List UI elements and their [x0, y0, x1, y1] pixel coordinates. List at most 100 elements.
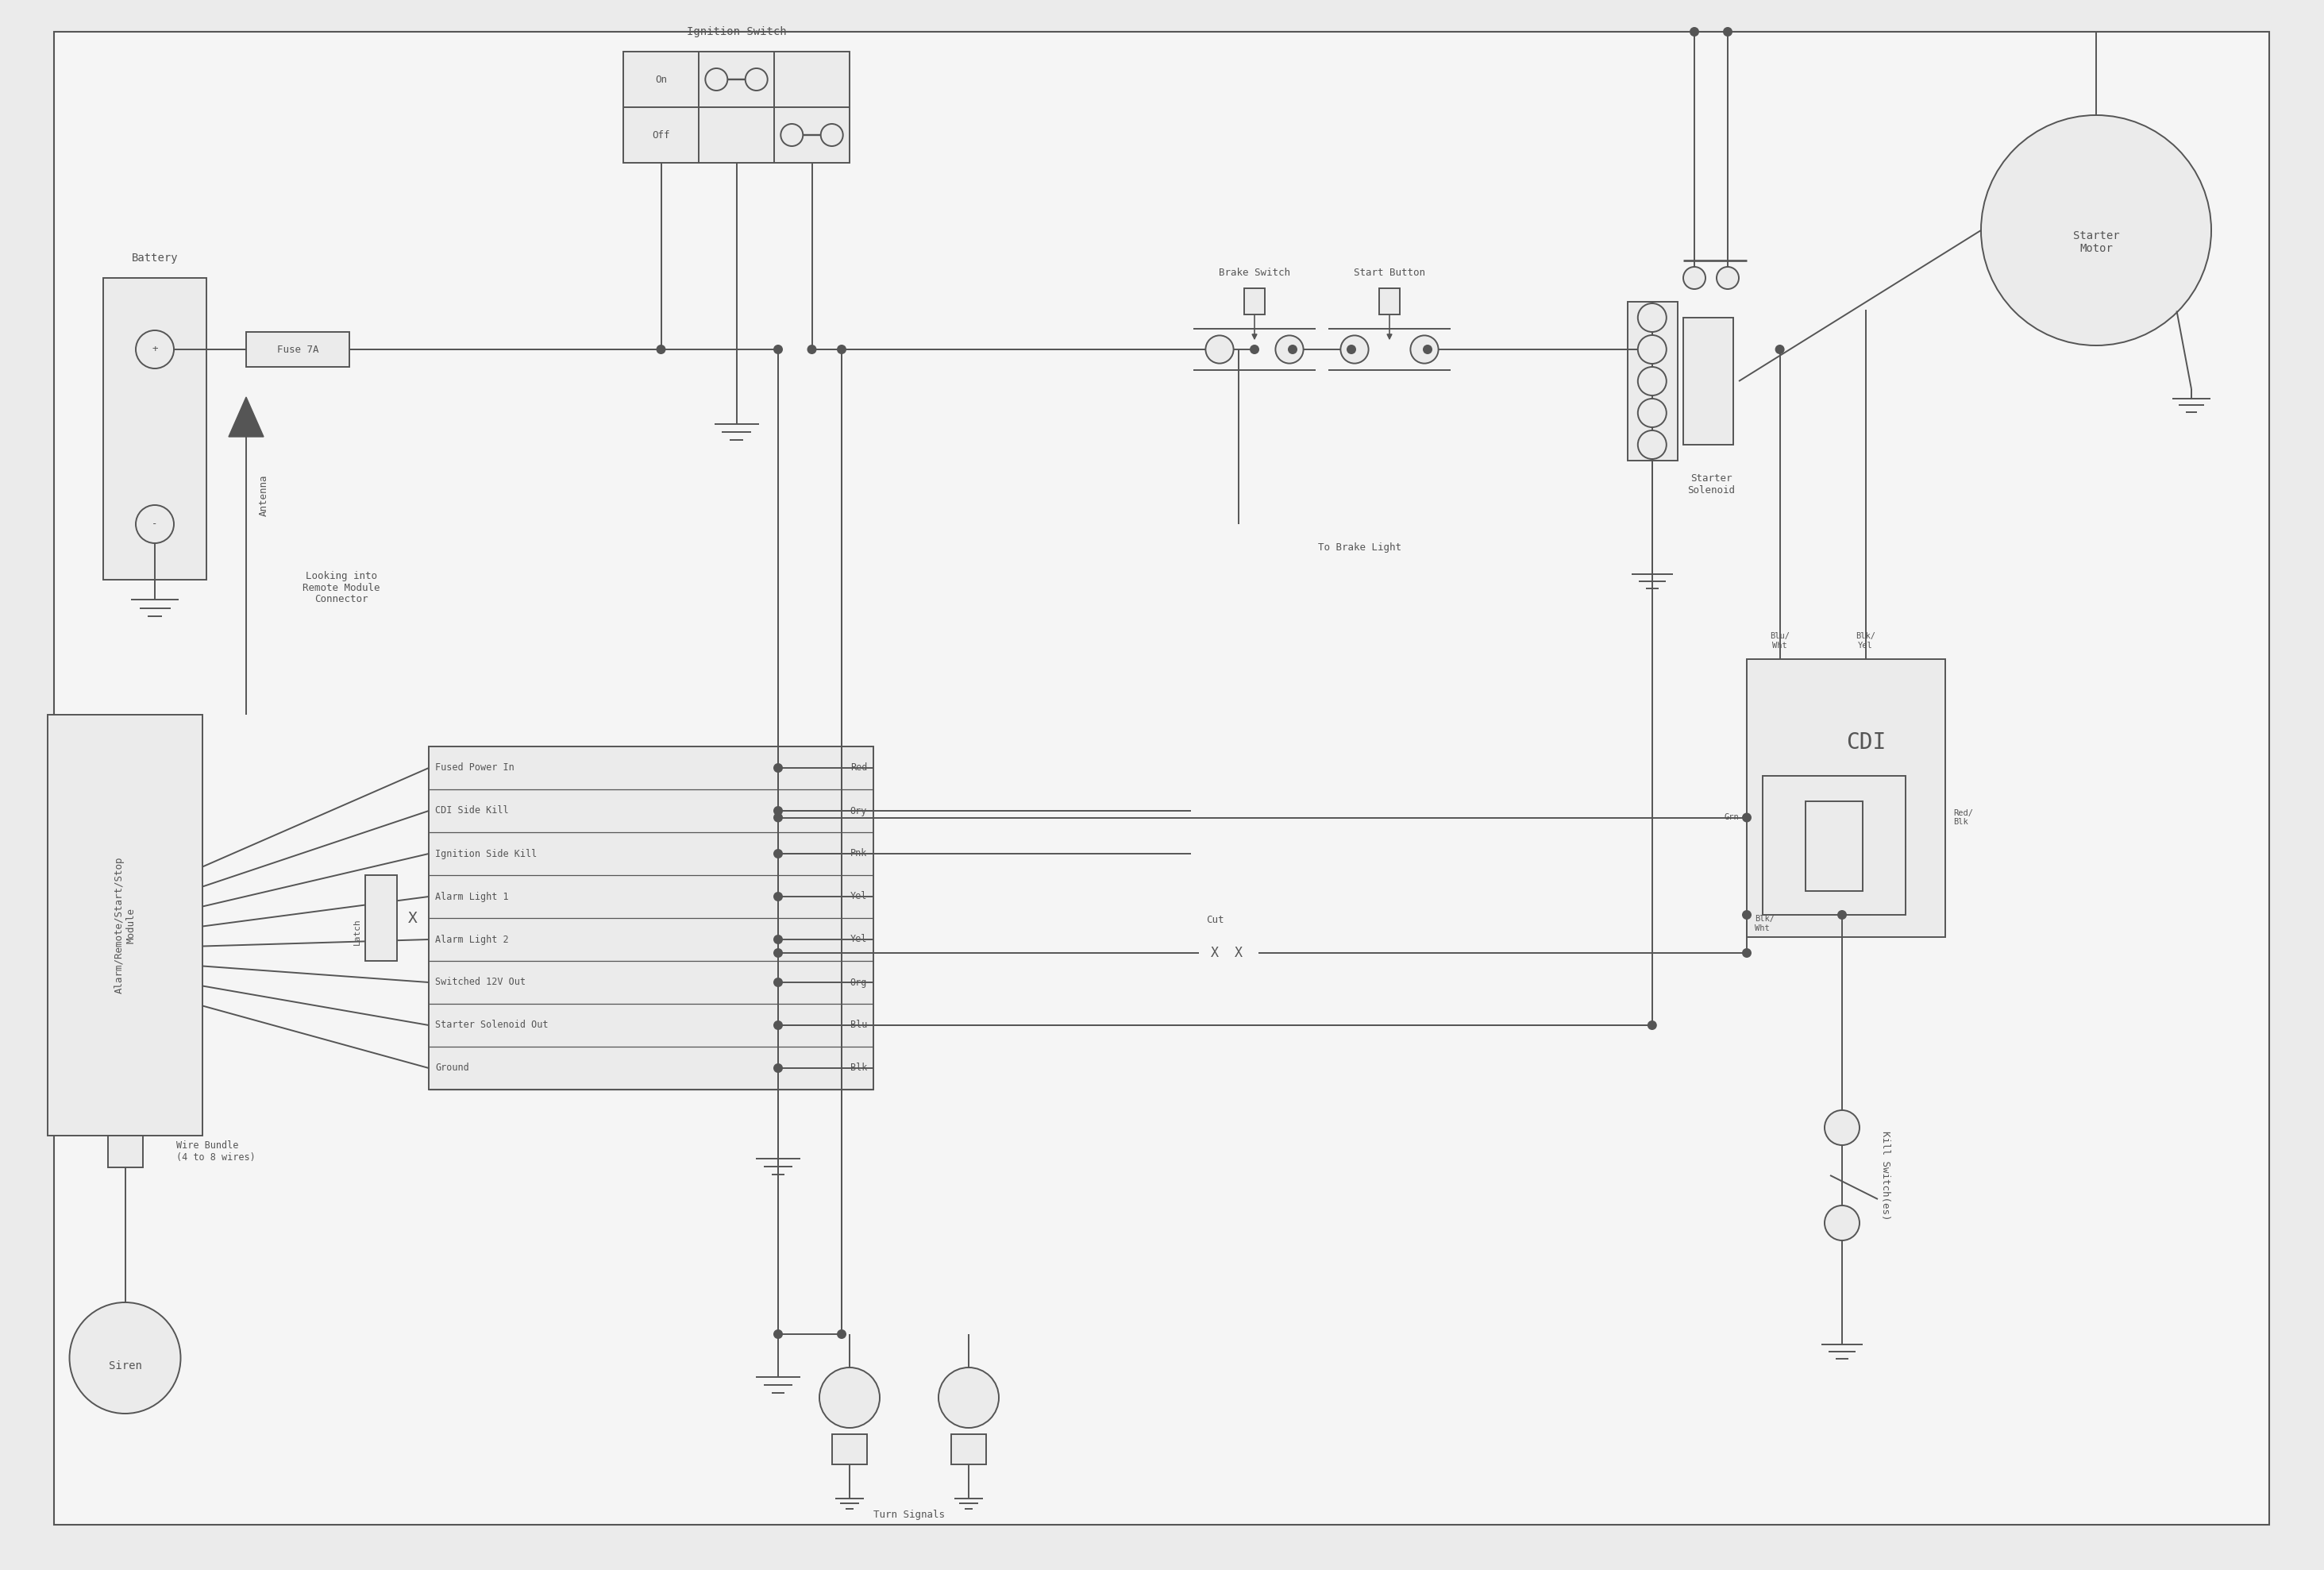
Circle shape [1346, 345, 1357, 355]
Circle shape [1743, 948, 1752, 958]
Text: Wire Bundle
(4 to 8 wires): Wire Bundle (4 to 8 wires) [177, 1140, 256, 1163]
Circle shape [1824, 1110, 1859, 1145]
Circle shape [1743, 813, 1752, 823]
Circle shape [746, 69, 767, 91]
Text: X: X [1211, 945, 1218, 961]
Text: Org: Org [851, 977, 867, 988]
Circle shape [1743, 911, 1752, 920]
Circle shape [806, 345, 816, 355]
Circle shape [1638, 399, 1666, 427]
Circle shape [1722, 27, 1731, 36]
Circle shape [1250, 345, 1260, 355]
Circle shape [1422, 345, 1432, 355]
Text: Blu: Blu [851, 1020, 867, 1030]
Bar [1806, 801, 1864, 892]
Circle shape [774, 892, 783, 901]
Circle shape [1980, 115, 2210, 345]
Text: Start Button: Start Button [1355, 267, 1425, 278]
Text: Turn Signals: Turn Signals [874, 1510, 946, 1520]
Circle shape [70, 1303, 181, 1413]
Circle shape [1638, 303, 1666, 331]
Circle shape [774, 948, 783, 958]
Circle shape [1638, 334, 1666, 364]
Circle shape [837, 1330, 846, 1339]
Text: Fused Power In: Fused Power In [435, 763, 514, 772]
Circle shape [1341, 336, 1369, 363]
Bar [428, 746, 874, 1090]
Circle shape [1276, 336, 1304, 363]
Circle shape [774, 813, 783, 823]
Text: Yel: Yel [851, 934, 867, 945]
Text: +: + [151, 344, 158, 355]
Text: Starter Solenoid Out: Starter Solenoid Out [435, 1020, 548, 1030]
Text: Alarm/Remote/Start/Stop
Module: Alarm/Remote/Start/Stop Module [114, 857, 137, 994]
Circle shape [1638, 367, 1666, 396]
Text: CDI Side Kill: CDI Side Kill [435, 805, 509, 816]
Circle shape [1206, 336, 1234, 363]
Bar [102, 278, 207, 579]
Circle shape [774, 849, 783, 859]
Text: Alarm Light 1: Alarm Light 1 [435, 892, 509, 901]
Circle shape [1776, 345, 1785, 355]
Text: Starter
Solenoid: Starter Solenoid [1687, 473, 1734, 496]
Circle shape [1717, 267, 1738, 289]
Circle shape [1683, 267, 1706, 289]
Circle shape [774, 345, 783, 355]
Bar [1762, 776, 1906, 915]
Text: Brake Switch: Brake Switch [1218, 267, 1290, 278]
Bar [46, 714, 202, 1135]
Text: Yel: Yel [851, 892, 867, 901]
Bar [365, 874, 397, 961]
Text: Fuse 7A: Fuse 7A [277, 344, 318, 355]
Circle shape [1648, 1020, 1657, 1030]
Bar [1627, 301, 1678, 460]
Circle shape [774, 1063, 783, 1072]
Circle shape [774, 1020, 783, 1030]
Text: Ory: Ory [851, 805, 867, 816]
Text: Ignition Side Kill: Ignition Side Kill [435, 848, 537, 859]
Bar [1748, 659, 1945, 937]
Text: Ignition Switch: Ignition Switch [686, 27, 786, 38]
Circle shape [1690, 27, 1699, 36]
Circle shape [774, 805, 783, 815]
Text: CDI: CDI [1845, 732, 1885, 754]
Text: Blk/
Wht: Blk/ Wht [1755, 915, 1776, 933]
Circle shape [1838, 911, 1848, 920]
Text: Blu/
Wht: Blu/ Wht [1771, 633, 1789, 650]
Bar [1243, 289, 1264, 314]
Text: Siren: Siren [109, 1360, 142, 1372]
Text: Ground: Ground [435, 1063, 469, 1074]
Text: Grn: Grn [1724, 813, 1738, 821]
Text: Starter
Motor: Starter Motor [2073, 231, 2119, 254]
Text: Battery: Battery [132, 253, 179, 264]
Circle shape [1411, 336, 1439, 363]
Circle shape [774, 1330, 783, 1339]
Text: -: - [151, 520, 158, 529]
Bar [246, 331, 349, 367]
Text: Kill Switch(es): Kill Switch(es) [1880, 1130, 1892, 1220]
Text: Blk/
Yel: Blk/ Yel [1855, 633, 1875, 650]
Text: Antenna: Antenna [258, 474, 270, 517]
Text: Pnk: Pnk [851, 848, 867, 859]
Circle shape [820, 1367, 881, 1427]
Text: Switched 12V Out: Switched 12V Out [435, 977, 525, 988]
Text: Cut: Cut [1206, 915, 1225, 925]
Circle shape [837, 345, 846, 355]
Bar [1683, 317, 1734, 444]
Circle shape [1287, 345, 1297, 355]
Bar [832, 1435, 867, 1465]
Text: To Brake Light: To Brake Light [1318, 543, 1401, 553]
Text: Alarm Light 2: Alarm Light 2 [435, 934, 509, 945]
Bar [623, 52, 851, 163]
Circle shape [135, 506, 174, 543]
Circle shape [1824, 1206, 1859, 1240]
Text: Red: Red [851, 763, 867, 772]
Text: Looking into
Remote Module
Connector: Looking into Remote Module Connector [302, 570, 381, 604]
Bar [107, 1135, 142, 1168]
Text: Latch: Latch [353, 918, 360, 945]
Circle shape [939, 1367, 999, 1427]
Text: X: X [1234, 945, 1243, 961]
Text: Off: Off [653, 130, 669, 140]
Circle shape [704, 69, 727, 91]
Circle shape [774, 978, 783, 988]
